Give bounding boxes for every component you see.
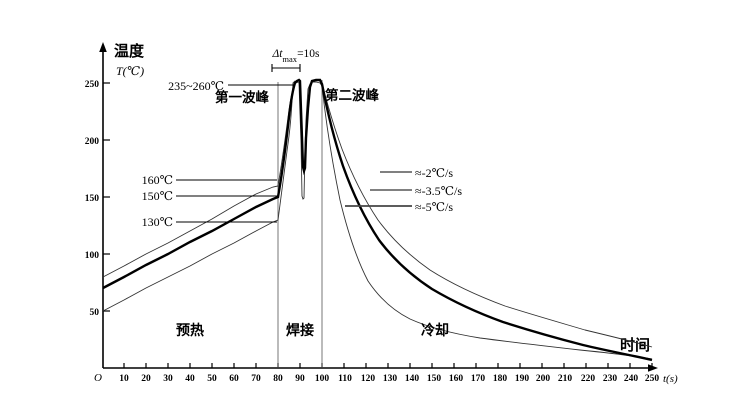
x-tick-label-230: 230	[603, 374, 618, 384]
rate-35-label: ≈-3.5℃/s	[415, 184, 462, 198]
origin-label: O	[94, 372, 102, 384]
x-tick-label-40: 40	[185, 374, 195, 384]
dt-max-label: Δtmax=10s	[271, 48, 320, 64]
x-tick-label-130: 130	[383, 374, 398, 384]
y-tick-label-100: 100	[85, 251, 100, 261]
rate-2-label: ≈-2℃/s	[415, 166, 453, 180]
x-tick-label-250: 250	[645, 374, 660, 384]
dt-max-prefix: Δt	[271, 48, 283, 60]
x-tick-label-70: 70	[251, 374, 261, 384]
first-peak-label: 第一波峰	[215, 89, 269, 106]
zone-label-preheat: 预热	[176, 322, 204, 339]
x-tick-label-50: 50	[207, 374, 217, 384]
temp-150-label: 150℃	[142, 189, 173, 203]
y-tick-label-250: 250	[85, 80, 100, 90]
dt-max-annotation: Δtmax=10s	[271, 48, 320, 72]
rate-5-label: ≈-5℃/s	[415, 200, 453, 214]
temp-160-label: 160℃	[142, 173, 173, 187]
zone-dividers-group	[277, 80, 323, 368]
y-tick-label-50: 50	[90, 308, 100, 318]
second-peak-label: 第二波峰	[325, 87, 379, 104]
axes-group	[99, 42, 658, 372]
x-tick-label-220: 220	[581, 374, 596, 384]
peak-range-label: 235~260℃	[168, 79, 224, 93]
x-tick-label-30: 30	[163, 374, 173, 384]
y-tick-label-150: 150	[85, 194, 100, 204]
x-tick-label-150: 150	[427, 374, 442, 384]
x-tick-label-120: 120	[361, 374, 376, 384]
temp-130-label: 130℃	[142, 215, 173, 229]
cooling-rate-annotations: ≈-2℃/s ≈-3.5℃/s ≈-5℃/s	[345, 166, 462, 214]
preheat-temp-annotations: 160℃ 150℃ 130℃	[142, 173, 277, 229]
x-tick-label-20: 20	[141, 374, 151, 384]
x-tick-label-10: 10	[119, 374, 129, 384]
y-axis-unit-label: T(℃)	[116, 64, 144, 78]
x-tick-label-160: 160	[449, 374, 464, 384]
zone-label-cooling: 冷却	[421, 322, 449, 339]
x-tick-label-210: 210	[558, 374, 573, 384]
zone-labels-group: 预热 焊接 冷却	[176, 322, 449, 339]
y-tick-label-200: 200	[85, 137, 100, 147]
x-tick-label-110: 110	[338, 374, 352, 384]
x-tick-label-200: 200	[536, 374, 551, 384]
x-tick-label-240: 240	[624, 374, 639, 384]
curve-rate-2	[102, 79, 653, 348]
dt-max-suffix: =10s	[297, 48, 320, 60]
curve-rate-35	[102, 78, 653, 362]
y-axis-title-cn: 温度	[114, 42, 145, 60]
x-tick-label-140: 140	[405, 374, 420, 384]
x-ticks-group: O 10 20 30 40 50 60 70 80 90 100 110 120	[94, 363, 659, 384]
x-axis-arrow	[648, 364, 658, 372]
x-tick-label-180: 180	[493, 374, 508, 384]
y-axis-arrow	[99, 42, 107, 52]
x-tick-label-60: 60	[229, 374, 239, 384]
x-axis-unit-label: t(s)	[663, 373, 678, 385]
curve-rate-5	[102, 80, 653, 360]
peak-range-annotation: 235~260℃	[168, 79, 295, 93]
y-ticks-group: 250 200 150 100 50	[85, 80, 110, 318]
x-tick-label-90: 90	[295, 374, 305, 384]
dt-max-subscript: max	[282, 54, 297, 64]
x-tick-label-80: 80	[273, 374, 283, 384]
x-tick-label-170: 170	[471, 374, 486, 384]
x-tick-label-190: 190	[515, 374, 530, 384]
dt-max-bracket	[271, 64, 301, 72]
x-tick-label-100: 100	[315, 374, 330, 384]
zone-label-welding: 焊接	[286, 322, 314, 339]
